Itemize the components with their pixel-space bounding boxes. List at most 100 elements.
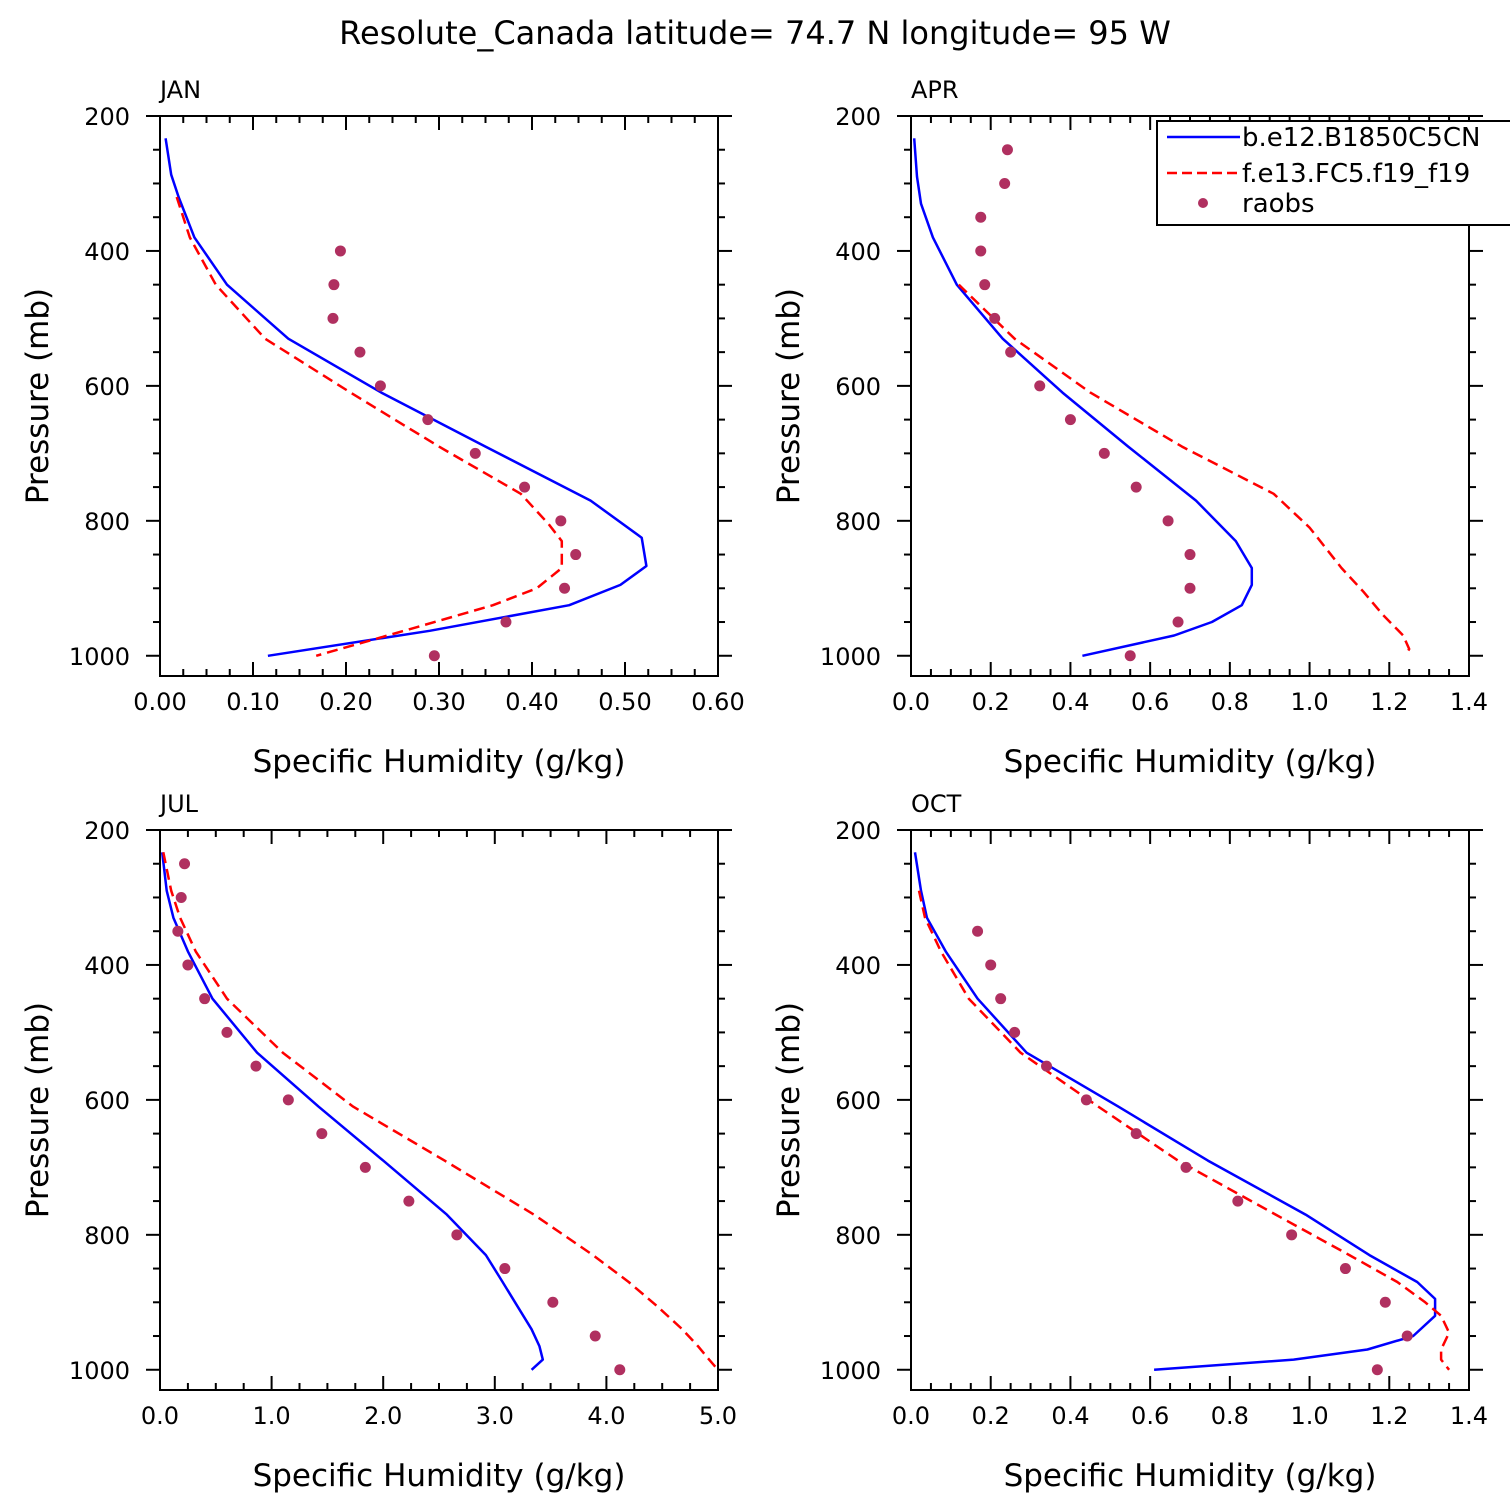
data-point — [500, 616, 512, 628]
data-point — [334, 245, 346, 257]
legend-label-raobs: raobs — [1242, 189, 1315, 219]
data-point — [1184, 549, 1196, 561]
x-tick-label: 0.6 — [1131, 1402, 1169, 1430]
x-tick-label: 1.0 — [253, 1402, 291, 1430]
x-tick-label: 0.30 — [412, 688, 465, 716]
data-point — [182, 959, 194, 971]
legend: b.e12.B1850C5CN f.e13.FC5.f19_f19 raobs — [1156, 120, 1510, 226]
data-point — [1005, 346, 1017, 358]
data-point — [555, 515, 567, 527]
data-point — [316, 1128, 328, 1140]
x-tick-label: 1.2 — [1370, 688, 1408, 716]
series-raobs — [972, 925, 1413, 1376]
x-tick-label: 0.40 — [505, 688, 558, 716]
panel-oct: OCT 0.0 0.2 0.4 0.6 0.8 1.0 1.2 1.4 200 400 600 800 1… — [771, 790, 1488, 1494]
data-point — [1080, 1094, 1092, 1106]
x-tick-label: 1.4 — [1450, 688, 1488, 716]
x-tick-label: 3.0 — [476, 1402, 514, 1430]
x-tick-label: 0.0 — [892, 1402, 930, 1430]
x-tick-label: 1.2 — [1370, 1402, 1408, 1430]
data-point — [422, 414, 434, 426]
data-point — [250, 1060, 262, 1072]
series-raobs — [327, 245, 582, 662]
y-axis-label: Pressure (mb) — [771, 1002, 807, 1218]
data-point — [1009, 1026, 1021, 1038]
plot-frame — [159, 115, 719, 677]
x-tick-label: 0.2 — [972, 1402, 1010, 1430]
panel-title: JAN — [158, 76, 201, 104]
y-tick-label: 400 — [835, 238, 881, 266]
x-tick-label: 0.20 — [319, 688, 372, 716]
legend-label-f: f.e13.FC5.f19_f19 — [1242, 159, 1470, 189]
legend-label-b: b.e12.B1850C5CN — [1242, 123, 1480, 153]
x-tick-label: 0.10 — [226, 688, 279, 716]
series-line-b — [912, 138, 1254, 658]
panels: JAN 0.00 0.10 0.20 0.30 0.40 0.50 0.60 200 400 600… — [20, 76, 1488, 1494]
series-raobs — [975, 144, 1196, 662]
y-tick-label: 1000 — [69, 1357, 130, 1385]
plot-frame — [159, 829, 719, 1391]
data-point — [1130, 481, 1142, 493]
y-tick-label: 600 — [835, 373, 881, 401]
x-tick-label: 0.6 — [1131, 688, 1169, 716]
x-tick-label: 4.0 — [587, 1402, 625, 1430]
data-point — [519, 481, 531, 493]
panel-title: JUL — [158, 790, 199, 818]
series-line-f — [957, 283, 1411, 657]
data-point — [175, 891, 187, 903]
y-tick-label: 800 — [835, 1222, 881, 1250]
data-point — [1064, 414, 1076, 426]
data-point — [199, 993, 211, 1005]
data-point — [1041, 1060, 1053, 1072]
data-point — [469, 447, 481, 459]
data-point — [328, 279, 340, 291]
x-axis-label: Specific Humidity (g/kg) — [1004, 1458, 1377, 1494]
data-point — [1098, 447, 1110, 459]
series-line-f — [175, 196, 564, 658]
data-point — [1379, 1296, 1391, 1308]
data-point — [975, 245, 987, 257]
data-point — [1232, 1195, 1244, 1207]
data-point — [499, 1263, 511, 1275]
x-tick-label: 0.50 — [598, 688, 651, 716]
data-point — [1034, 380, 1046, 392]
y-tick-label: 800 — [84, 1222, 130, 1250]
data-point — [428, 650, 440, 662]
data-point — [1286, 1229, 1298, 1241]
data-point — [999, 177, 1011, 189]
data-point — [559, 582, 571, 594]
panel-jan: JAN 0.00 0.10 0.20 0.30 0.40 0.50 0.60 200 400 600… — [20, 76, 745, 780]
x-tick-label: 5.0 — [699, 1402, 737, 1430]
y-tick-label: 800 — [84, 508, 130, 536]
y-tick-label: 1000 — [69, 643, 130, 671]
panel-jul: JUL 0.0 1.0 2.0 3.0 4.0 5.0 200 400 600 800 1000 Spe… — [20, 790, 737, 1494]
data-point — [1339, 1263, 1351, 1275]
data-point — [282, 1094, 294, 1106]
x-axis-label: Specific Humidity (g/kg) — [1004, 744, 1377, 780]
series-line-b — [160, 852, 545, 1371]
data-point — [327, 312, 339, 324]
x-tick-label: 1.4 — [1450, 1402, 1488, 1430]
data-point — [547, 1296, 559, 1308]
data-point — [1124, 650, 1136, 662]
y-tick-label: 600 — [835, 1087, 881, 1115]
data-point — [1184, 582, 1196, 594]
y-axis-label: Pressure (mb) — [771, 288, 807, 504]
data-point — [1180, 1161, 1192, 1173]
y-tick-label: 800 — [835, 508, 881, 536]
x-tick-label: 0.0 — [892, 688, 930, 716]
x-tick-label: 0.4 — [1051, 1402, 1089, 1430]
data-point — [570, 549, 582, 561]
series-line-b — [164, 138, 648, 658]
y-tick-label: 1000 — [820, 643, 881, 671]
y-tick-label: 400 — [835, 952, 881, 980]
x-tick-label: 2.0 — [364, 1402, 402, 1430]
panel-title: APR — [911, 76, 959, 104]
data-point — [614, 1364, 626, 1376]
data-point — [359, 1161, 371, 1173]
data-point — [1001, 144, 1013, 156]
data-point — [589, 1330, 601, 1342]
x-tick-label: 0.8 — [1211, 1402, 1249, 1430]
x-tick-label: 0.2 — [972, 688, 1010, 716]
